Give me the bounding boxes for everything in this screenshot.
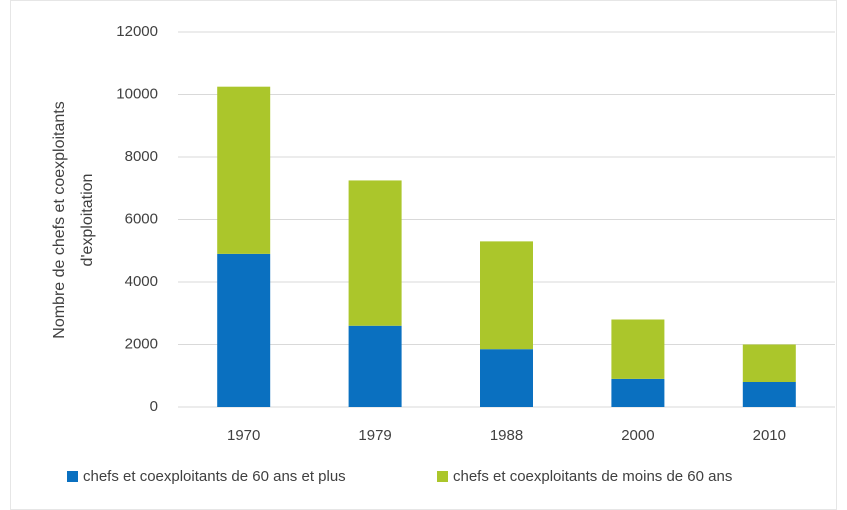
y-tick-label: 10000: [116, 85, 158, 102]
y-tick-label: 8000: [125, 148, 158, 165]
frame: [10, 0, 837, 510]
bar: [217, 253, 271, 407]
bar: [217, 86, 271, 254]
legend-swatch: [67, 471, 78, 482]
bar: [480, 241, 533, 350]
legend-label: chefs et coexploitants de moins de 60 an…: [453, 468, 732, 485]
bar: [611, 378, 665, 407]
y-tick-label: 12000: [116, 23, 158, 40]
bar: [480, 349, 533, 407]
x-tick-label: 1988: [490, 427, 523, 444]
y-axis-label-line: Nombre de chefs et coexploitants: [51, 101, 68, 338]
bar: [611, 319, 665, 379]
bar: [742, 344, 796, 382]
y-tick-label: 4000: [125, 273, 158, 290]
x-tick-label: 2010: [753, 427, 786, 444]
y-axis-label-line: d'exploitation: [79, 174, 96, 267]
legend-label: chefs et coexploitants de 60 ans et plus: [83, 468, 346, 485]
legend-swatch: [437, 471, 448, 482]
y-axis-label: Nombre de chefs et coexploitants d'explo…: [51, 101, 96, 338]
x-tick-label: 2000: [621, 427, 654, 444]
bar: [348, 325, 402, 407]
bar: [348, 180, 402, 326]
x-tick-label: 1970: [227, 427, 260, 444]
y-tick-label: 6000: [125, 210, 158, 227]
x-tick-label: 1979: [358, 427, 391, 444]
bar: [742, 382, 796, 407]
y-tick-label: 2000: [125, 335, 158, 352]
y-tick-label: 0: [150, 398, 158, 415]
